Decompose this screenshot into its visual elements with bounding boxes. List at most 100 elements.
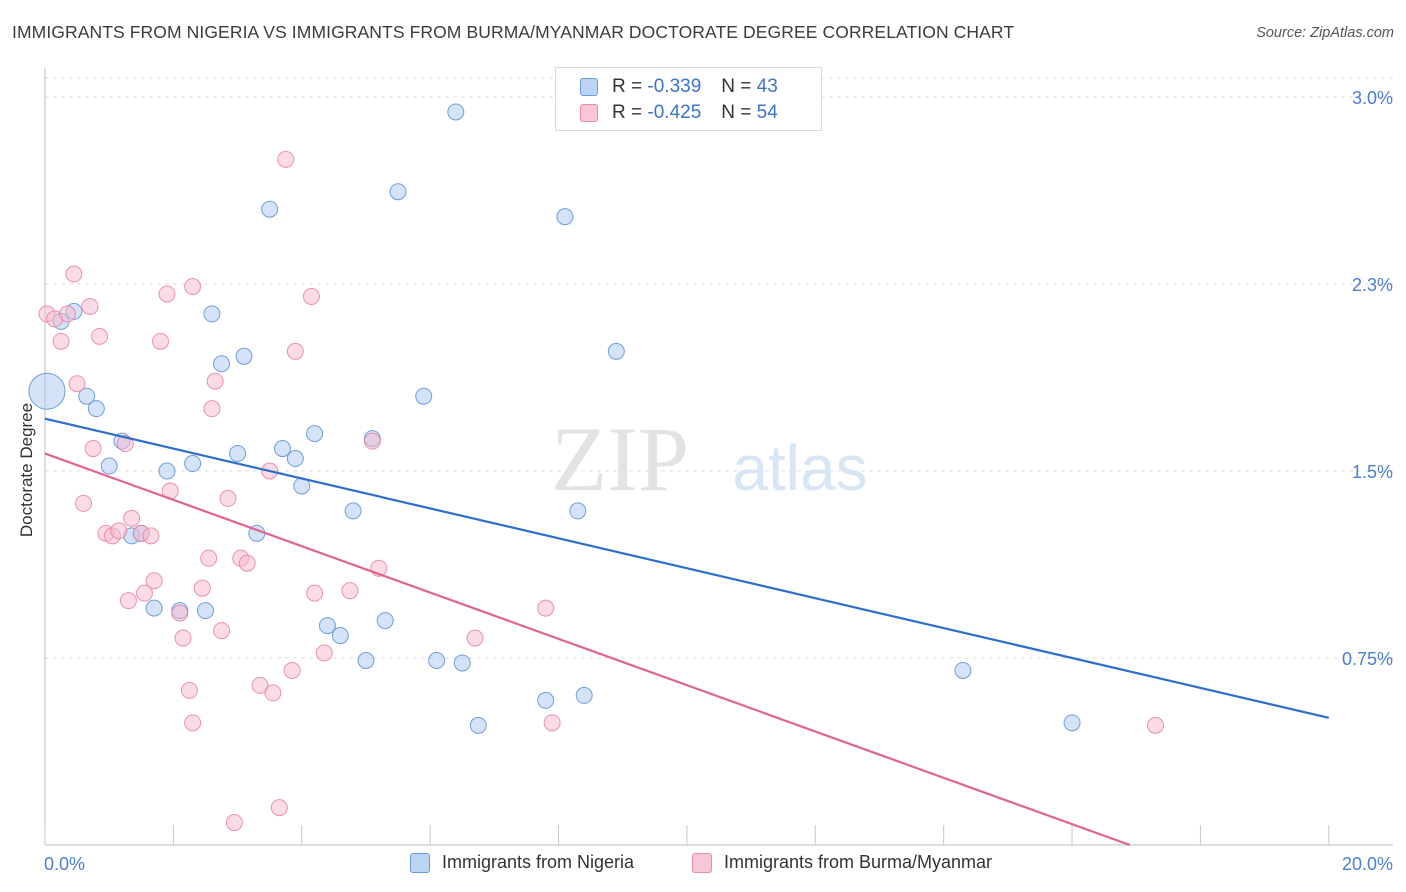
burma-point — [537, 599, 555, 617]
nigeria-trend-line — [44, 417, 1330, 719]
nigeria-point — [274, 440, 292, 458]
nigeria-r-value: -0.339 — [647, 76, 702, 97]
nigeria-point — [415, 387, 433, 405]
burma-point — [123, 509, 141, 527]
burma-point — [142, 527, 160, 545]
n-label: N = — [721, 102, 752, 123]
burma-point — [158, 285, 176, 303]
nigeria-point — [286, 450, 304, 468]
nigeria-point — [306, 425, 324, 443]
y-tick-label: 0.75% — [1342, 649, 1393, 669]
nigeria-point — [575, 686, 593, 704]
nigeria-point — [145, 599, 163, 617]
burma-point — [270, 799, 288, 817]
x-tick-label: 20.0% — [1342, 854, 1393, 874]
burma-point — [283, 661, 301, 679]
burma-legend-label: Immigrants from Burma/Myanmar — [724, 852, 993, 872]
source-label: Source: ZipAtlas.com — [1256, 25, 1394, 41]
burma-point — [81, 297, 99, 315]
y-tick-label: 3.0% — [1352, 88, 1393, 108]
nigeria-n-value: 43 — [756, 76, 778, 97]
legend-row-burma: R = -0.425 N = 54 — [580, 101, 778, 125]
burma-point — [135, 584, 153, 602]
burma-point — [466, 629, 484, 647]
burma-swatch — [580, 104, 598, 122]
data-points — [28, 103, 1164, 832]
burma-point — [184, 714, 202, 732]
nigeria-point — [607, 342, 625, 360]
burma-point — [543, 714, 561, 732]
nigeria-point — [229, 445, 247, 463]
nigeria-point — [954, 661, 972, 679]
burma-point — [84, 440, 102, 458]
burma-point — [277, 150, 295, 168]
burma-r-value: -0.425 — [647, 102, 702, 123]
burma-point — [286, 342, 304, 360]
nigeria-point — [87, 400, 105, 418]
burma-point — [238, 554, 256, 572]
burma-point — [75, 494, 93, 512]
burma-point — [264, 684, 282, 702]
burma-legend-swatch — [692, 852, 712, 873]
nigeria-point — [235, 347, 253, 365]
burma-point — [145, 572, 163, 590]
x-tick-label: 0.0% — [44, 854, 85, 874]
burma-point — [171, 604, 189, 622]
nigeria-point — [537, 691, 555, 709]
burma-point — [219, 489, 237, 507]
nigeria-point — [569, 502, 587, 520]
nigeria-point — [28, 372, 66, 410]
burma-point — [206, 372, 224, 390]
nigeria-point — [158, 462, 176, 480]
burma-point — [110, 522, 128, 540]
axes — [44, 68, 1393, 846]
burma-point — [116, 435, 134, 453]
nigeria-swatch — [580, 78, 598, 96]
burma-point — [58, 305, 76, 323]
watermark: ZIP atlas — [551, 408, 868, 510]
nigeria-point — [78, 387, 96, 405]
burma-point — [225, 814, 243, 832]
nigeria-point — [453, 654, 471, 672]
burma-point — [341, 582, 359, 600]
nigeria-legend-swatch — [410, 852, 430, 873]
n-label: N = — [721, 76, 752, 97]
nigeria-point — [184, 455, 202, 473]
legend-item-burma: Immigrants from Burma/Myanmar — [692, 852, 992, 873]
burma-point — [306, 584, 324, 602]
burma-point — [315, 644, 333, 662]
r-label: R = — [612, 102, 643, 123]
burma-point — [119, 592, 137, 610]
nigeria-point — [261, 200, 279, 218]
nigeria-point — [1063, 714, 1081, 732]
burma-point — [152, 332, 170, 350]
nigeria-point — [331, 627, 349, 645]
nigeria-point — [213, 355, 231, 373]
burma-point — [213, 622, 231, 640]
legend-item-nigeria: Immigrants from Nigeria — [410, 852, 634, 873]
nigeria-point — [447, 103, 465, 121]
burma-point — [302, 287, 320, 305]
watermark-atlas: atlas — [732, 432, 867, 504]
burma-point — [52, 332, 70, 350]
burma-n-value: 54 — [756, 102, 778, 123]
legend-row-nigeria: R = -0.339 N = 43 — [580, 75, 778, 99]
nigeria-point — [556, 208, 574, 226]
burma-trend-line — [44, 452, 1131, 847]
burma-point — [180, 681, 198, 699]
burma-point — [200, 549, 218, 567]
burma-point — [203, 400, 221, 418]
nigeria-point — [389, 183, 407, 201]
y-tick-label: 2.3% — [1352, 275, 1393, 295]
tick-labels: 0.75% 1.5% 2.3% 3.0% 0.0% 20.0% — [44, 88, 1393, 874]
nigeria-point — [376, 612, 394, 630]
burma-point — [91, 327, 109, 345]
nigeria-point — [196, 602, 214, 620]
burma-point — [184, 277, 202, 295]
watermark-zip: ZIP — [551, 408, 689, 510]
nigeria-point — [428, 651, 446, 669]
burma-point — [65, 265, 83, 283]
burma-point — [193, 579, 211, 597]
burma-point — [1146, 716, 1164, 734]
